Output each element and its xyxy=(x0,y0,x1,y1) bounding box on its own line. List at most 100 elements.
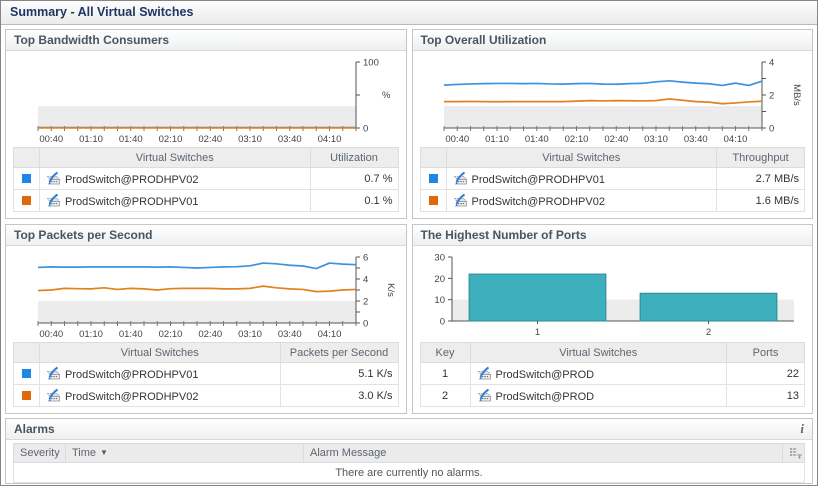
virtual-switch-icon xyxy=(453,193,467,208)
table-row[interactable]: ProdSwitch@PRODHPV01 2.7 MB/s xyxy=(419,167,805,190)
svg-text:10: 10 xyxy=(435,295,446,306)
table-row[interactable]: ProdSwitch@PRODHPV01 0.1 % xyxy=(13,189,399,212)
svg-text:02:10: 02:10 xyxy=(158,329,182,340)
svg-text:2: 2 xyxy=(363,297,368,308)
svg-text:02:40: 02:40 xyxy=(198,329,222,340)
table-row[interactable]: 2 ProdSwitch@PROD 13 xyxy=(419,384,805,407)
svg-text:01:10: 01:10 xyxy=(485,134,509,145)
svg-text:01:40: 01:40 xyxy=(525,134,549,145)
svg-text:K/s: K/s xyxy=(385,283,396,297)
key-number: 1 xyxy=(419,362,471,385)
svg-text:03:10: 03:10 xyxy=(644,134,668,145)
ports-value: 13 xyxy=(726,384,805,407)
packets-chart[interactable]: 00:40 01:10 01:40 02:10 02:40 03:10 03:40 04:10… xyxy=(6,246,406,341)
column-header-utilization[interactable]: Utilization xyxy=(309,147,399,168)
svg-text:00:40: 00:40 xyxy=(39,134,63,145)
svg-text:01:40: 01:40 xyxy=(119,134,143,145)
series-color-swatch xyxy=(22,196,31,206)
table-row[interactable]: ProdSwitch@PRODHPV02 1.6 MB/s xyxy=(419,189,805,212)
panel-title: Top Overall Utilization xyxy=(420,33,547,47)
svg-text:20: 20 xyxy=(435,274,446,285)
switch-name[interactable]: ProdSwitch@PRODHPV02 xyxy=(65,391,199,403)
svg-text:03:10: 03:10 xyxy=(238,329,262,340)
svg-text:03:40: 03:40 xyxy=(278,134,302,145)
packets-value: 3.0 K/s xyxy=(279,384,399,407)
switch-name[interactable]: ProdSwitch@PRODHPV01 xyxy=(65,196,199,208)
series-color-swatch xyxy=(22,391,31,401)
table-row[interactable]: ProdSwitch@PRODHPV01 5.1 K/s xyxy=(13,362,399,385)
switch-name[interactable]: ProdSwitch@PROD xyxy=(495,369,595,381)
column-header-virtual-switches[interactable]: Virtual Switches xyxy=(445,147,717,168)
svg-text:0: 0 xyxy=(363,124,368,135)
svg-text:04:10: 04:10 xyxy=(724,134,748,145)
column-header-virtual-switches[interactable]: Virtual Switches xyxy=(469,342,727,363)
column-header-alarm-message[interactable]: Alarm Message xyxy=(303,443,783,463)
virtual-switch-icon xyxy=(46,366,61,381)
switch-name[interactable]: ProdSwitch@PROD xyxy=(495,391,595,403)
page-title: Summary - All Virtual Switches xyxy=(1,1,817,25)
key-color-column-header[interactable] xyxy=(13,147,40,168)
svg-text:03:10: 03:10 xyxy=(238,134,262,145)
svg-text:04:10: 04:10 xyxy=(317,134,341,145)
series-color-swatch xyxy=(22,369,31,379)
key-color-column-header[interactable] xyxy=(13,342,40,363)
panel-top-bandwidth-consumers: Top Bandwidth Consumers 00:40 01:10 01:40 0… xyxy=(5,29,407,219)
table-row[interactable]: ProdSwitch@PRODHPV02 3.0 K/s xyxy=(13,384,399,407)
utilization-value: 0.1 % xyxy=(309,189,399,212)
column-header-virtual-switches[interactable]: Virtual Switches xyxy=(39,342,281,363)
switch-name[interactable]: ProdSwitch@PRODHPV01 xyxy=(65,369,199,381)
switch-name[interactable]: ProdSwitch@PRODHPV02 xyxy=(65,174,199,186)
svg-text:6: 6 xyxy=(363,253,368,264)
svg-text:1: 1 xyxy=(535,327,540,338)
svg-text:01:10: 01:10 xyxy=(79,329,103,340)
edit-columns-icon[interactable] xyxy=(789,447,802,459)
panel-top-overall-utilization: Top Overall Utilization 00:40 01:10 01:40 0… xyxy=(411,29,813,219)
ports-value: 22 xyxy=(726,362,805,385)
utilization-value: 0.7 % xyxy=(309,167,399,190)
ports-bar-chart[interactable]: 0 10 20 30 1 2 xyxy=(416,249,808,341)
alarms-table: Severity Time ▼ Alarm Message There are c… xyxy=(13,443,805,483)
table-row[interactable]: ProdSwitch@PRODHPV02 0.7 % xyxy=(13,167,399,190)
column-header-time[interactable]: Time ▼ xyxy=(65,443,304,463)
packets-line-chart[interactable]: 00:40 01:10 01:40 02:10 02:40 03:10 03:40 04:10… xyxy=(10,249,402,341)
panel-title: Top Bandwidth Consumers xyxy=(14,33,170,47)
series-color-swatch xyxy=(428,174,438,184)
column-header-ports[interactable]: Ports xyxy=(726,342,805,363)
bandwidth-chart[interactable]: 00:40 01:10 01:40 02:10 02:40 03:10 03:40 04:10… xyxy=(6,51,406,146)
switch-name[interactable]: ProdSwitch@PRODHPV01 xyxy=(471,174,605,186)
table-row: There are currently no alarms. xyxy=(13,462,805,483)
svg-text:00:40: 00:40 xyxy=(446,134,470,145)
column-header-throughput[interactable]: Throughput xyxy=(716,147,805,168)
table-row[interactable]: 1 ProdSwitch@PROD 22 xyxy=(419,362,805,385)
svg-text:0: 0 xyxy=(440,317,445,328)
panel-highest-number-of-ports: The Highest Number of Ports 0 10 20 30 1 2 Ke… xyxy=(411,224,813,414)
svg-text:02:40: 02:40 xyxy=(198,134,222,145)
throughput-value: 2.7 MB/s xyxy=(716,167,805,190)
column-header-severity[interactable]: Severity xyxy=(13,443,66,463)
column-settings-header[interactable] xyxy=(782,443,805,463)
column-header-virtual-switches[interactable]: Virtual Switches xyxy=(39,147,311,168)
info-icon[interactable]: i xyxy=(800,421,804,436)
series-color-swatch xyxy=(428,196,438,206)
utilization-line-chart[interactable]: 00:40 01:10 01:40 02:10 02:40 03:10 03:40 04:10… xyxy=(416,54,808,146)
svg-text:01:10: 01:10 xyxy=(79,134,103,145)
column-header-packets-per-second[interactable]: Packets per Second xyxy=(279,342,399,363)
ports-chart[interactable]: 0 10 20 30 1 2 xyxy=(413,246,813,341)
svg-text:30: 30 xyxy=(435,253,446,264)
panel-title: Alarms xyxy=(14,422,55,436)
key-color-column-header[interactable] xyxy=(419,147,447,168)
utilization-chart[interactable]: 00:40 01:10 01:40 02:10 02:40 03:10 03:40 04:10… xyxy=(413,51,813,146)
panel-title: Top Packets per Second xyxy=(14,228,153,242)
svg-text:01:40: 01:40 xyxy=(119,329,143,340)
svg-text:04:10: 04:10 xyxy=(317,329,341,340)
throughput-value: 1.6 MB/s xyxy=(716,189,805,212)
column-header-key[interactable]: Key xyxy=(419,342,471,363)
virtual-switch-icon xyxy=(46,193,61,208)
switch-name[interactable]: ProdSwitch@PRODHPV02 xyxy=(471,196,605,208)
svg-text:0: 0 xyxy=(769,124,774,135)
svg-text:02:40: 02:40 xyxy=(605,134,629,145)
bandwidth-line-chart[interactable]: 00:40 01:10 01:40 02:10 02:40 03:10 03:40 04:10… xyxy=(10,54,402,146)
panel-top-packets-per-second: Top Packets per Second 00:40 01:10 01:40 02… xyxy=(5,224,407,414)
ports-table: Key Virtual Switches Ports 1 ProdSwitch@… xyxy=(419,342,805,407)
